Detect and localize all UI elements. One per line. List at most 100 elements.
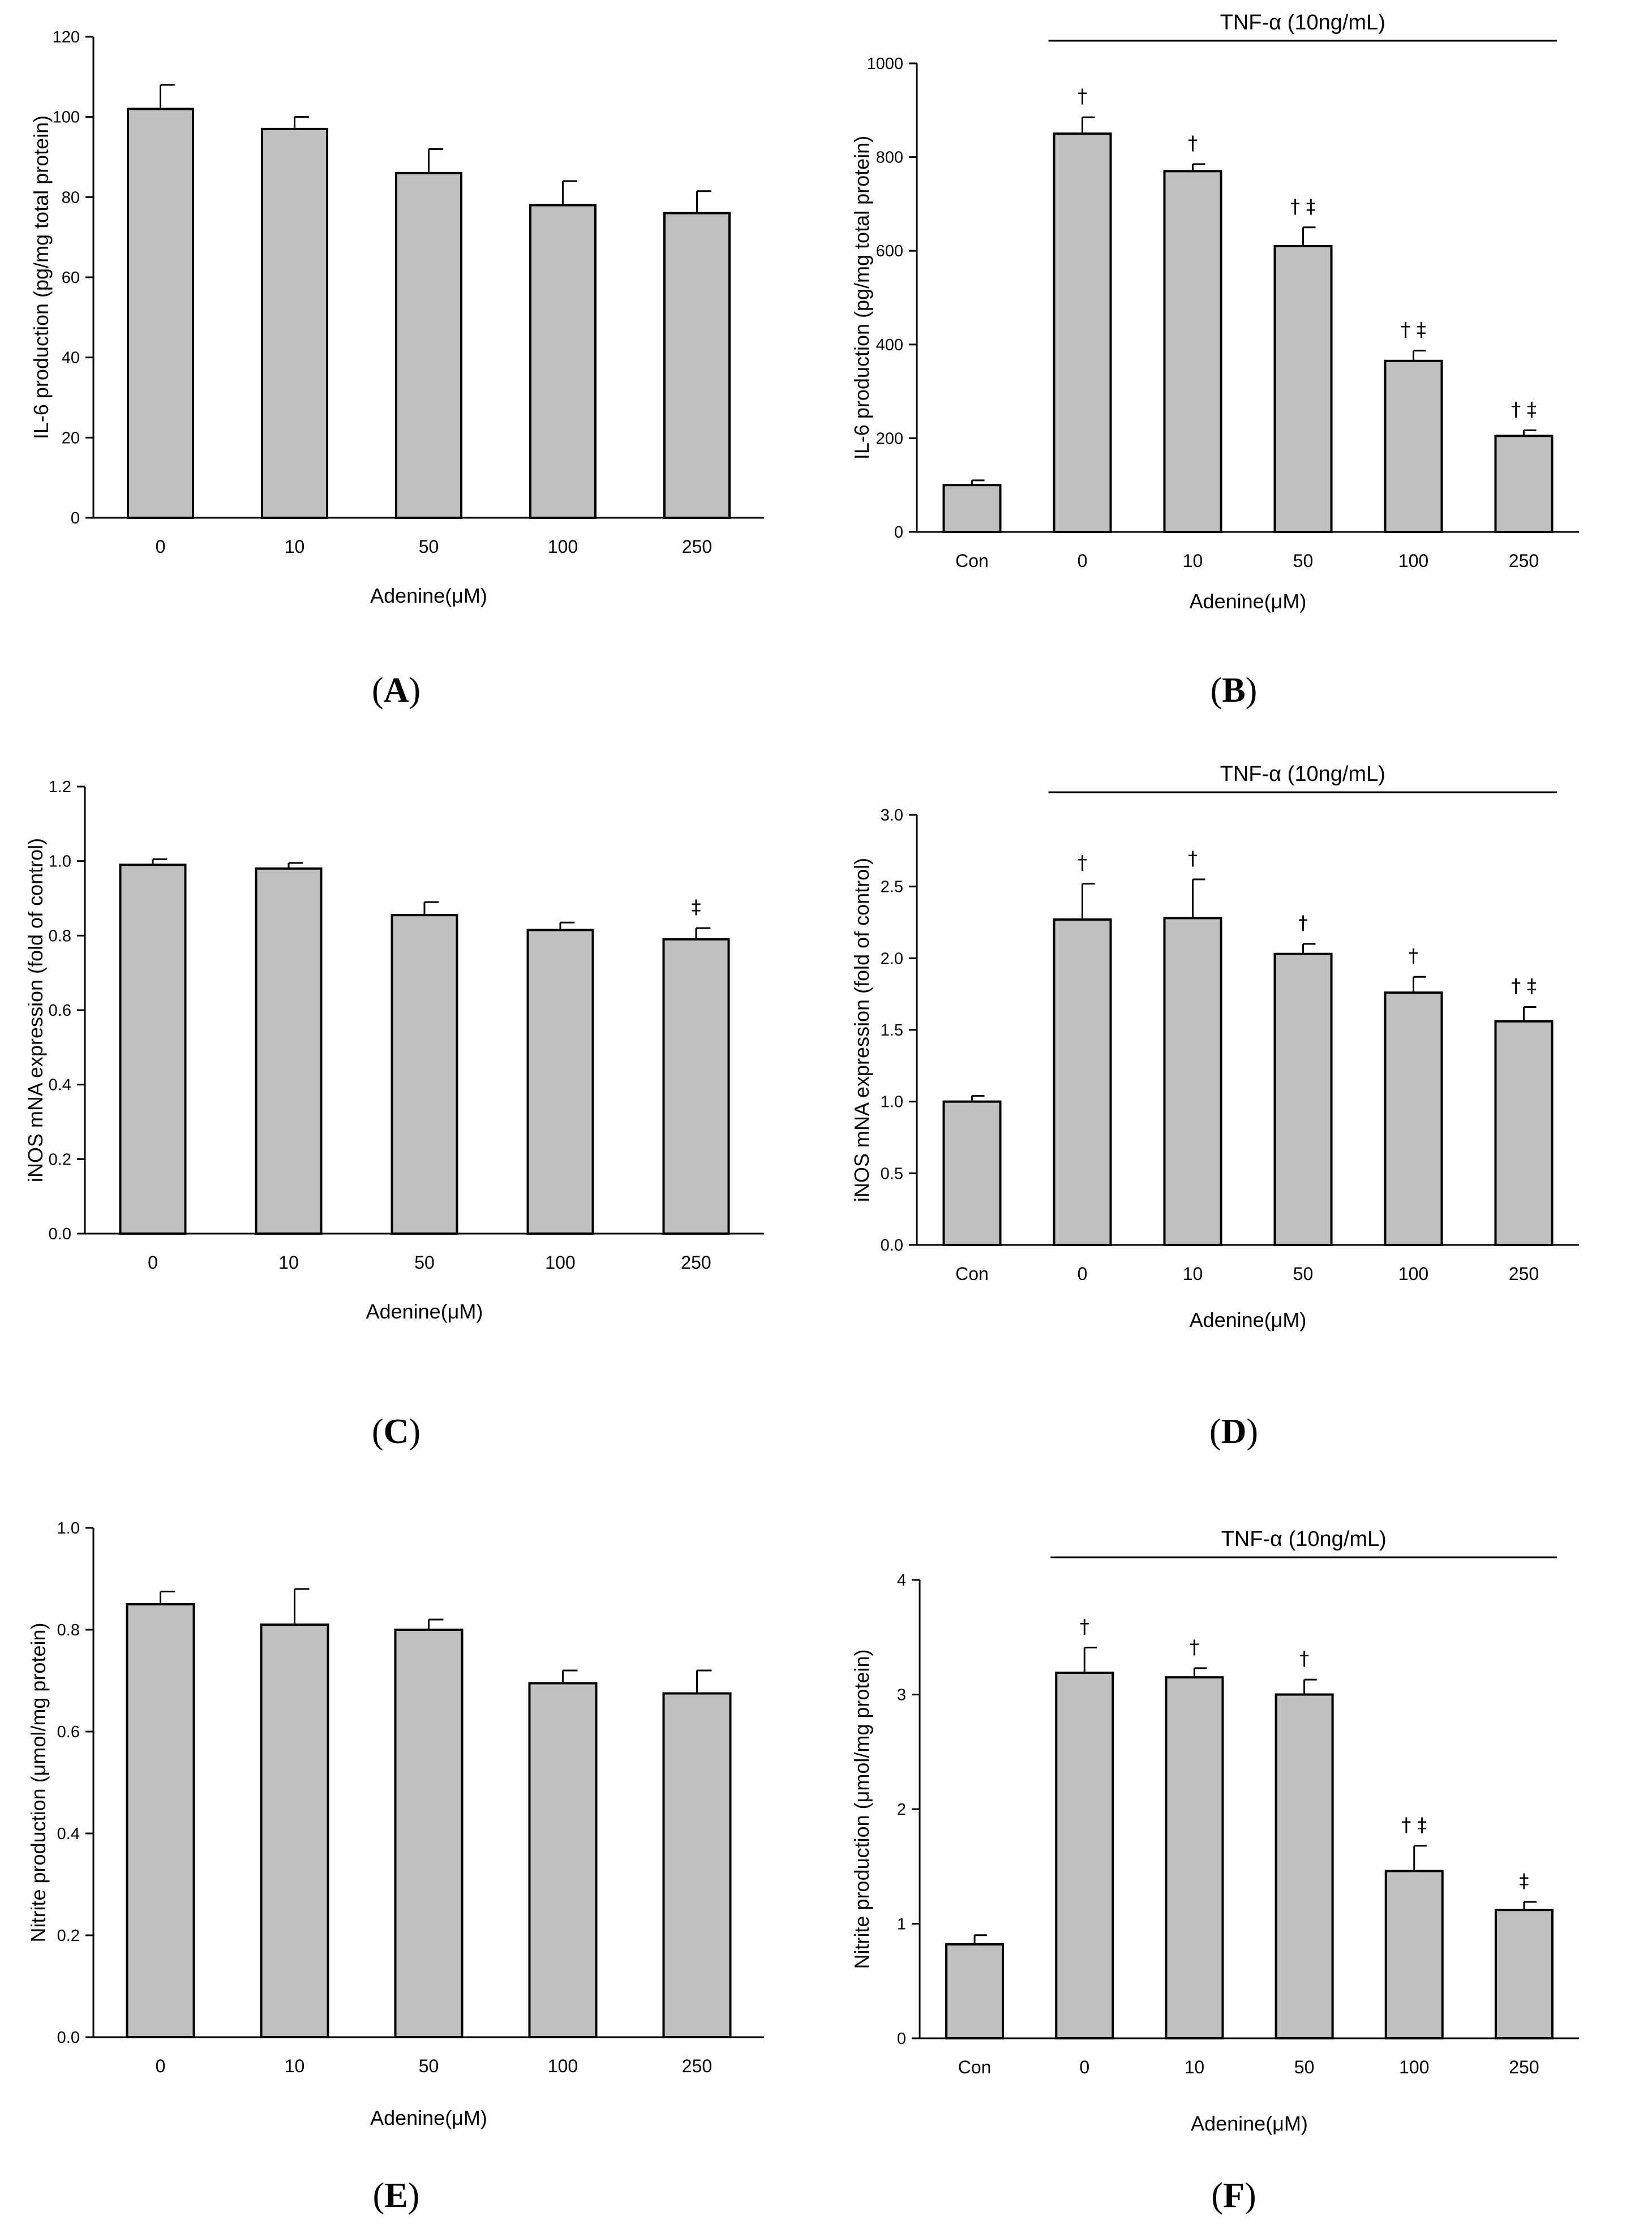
bar	[127, 108, 194, 519]
y-tick-label: 3.0	[881, 806, 903, 824]
x-tick-label: 0	[1078, 1264, 1088, 1284]
y-tick-label: 1000	[866, 55, 903, 73]
y-axis-label: Nitrite production (μmol/mg protein)	[850, 1650, 873, 1969]
x-tick-label: 100	[1399, 2057, 1429, 2077]
x-tick-label: 250	[682, 2056, 712, 2076]
bar	[529, 204, 597, 519]
y-tick-label: 2.0	[881, 950, 903, 968]
y-tick-label: 0.4	[57, 1825, 80, 1843]
bar	[1494, 1909, 1554, 2040]
bar	[1273, 244, 1333, 533]
x-tick-label: 50	[414, 1252, 435, 1273]
bar	[945, 1943, 1005, 2040]
chart-b: 0 200 400 600 800 1000 Con 0 † 10 † 50 † ‡ 100 † ‡ 250 †…	[850, 11, 1579, 710]
y-axis-label: IL-6 production (pg/mg total protein)	[850, 136, 873, 459]
x-tick-label: 100	[548, 536, 578, 557]
x-tick-label: 0	[148, 1252, 158, 1273]
significance-marker: † ‡	[1401, 1814, 1427, 1836]
bar	[261, 127, 328, 519]
x-tick-label: 10	[1183, 551, 1203, 571]
bar	[1163, 917, 1222, 1246]
y-axis-label: IL-6 production (pg/mg total protein)	[29, 115, 53, 439]
y-tick-label: 0.0	[57, 2029, 80, 2047]
y-tick-label: 0.0	[49, 1225, 71, 1243]
bar	[1165, 1676, 1224, 2039]
x-tick-label: 10	[278, 1252, 299, 1273]
chart-e: 0.0 0.2 0.4 0.6 0.8 1.0 0 10 50 100 250 Adenine(μM)…	[27, 1519, 764, 2215]
y-tick-label: 0	[897, 2030, 906, 2048]
bar	[1275, 1693, 1334, 2039]
y-axis-label: Nitrite production (μmol/mg protein)	[27, 1623, 50, 1943]
bar	[1494, 435, 1554, 534]
x-tick-label: Con	[958, 2057, 992, 2077]
x-tick-label: 250	[1509, 2057, 1539, 2077]
bar	[1384, 359, 1443, 534]
significance-marker: †	[1409, 944, 1418, 967]
bar	[394, 1629, 464, 2038]
bar	[391, 914, 458, 1235]
x-axis-label: Adenine(μM)	[1191, 2112, 1308, 2135]
bar	[126, 1603, 195, 2038]
panel-label-c: (C)	[372, 1412, 420, 1451]
y-tick-label: 600	[876, 242, 903, 260]
y-tick-label: 0.2	[57, 1927, 80, 1945]
bar	[942, 1100, 1002, 1247]
chart-f: 0 1 2 3 4 Con 0 † 10 † 50 † 100 † ‡ 250 ‡ Adenine(μM) Nit…	[850, 1527, 1579, 2215]
x-tick-label: Con	[955, 551, 989, 571]
y-tick-label: 1.0	[57, 1519, 80, 1537]
x-tick-label: 10	[285, 536, 305, 557]
chart-c: 0.0 0.2 0.4 0.6 0.8 1.0 1.2 0 10 50 100 250 ‡ Adenine…	[24, 778, 764, 1451]
y-tick-label: 2.5	[881, 878, 903, 896]
x-tick-label: 10	[1183, 1264, 1203, 1284]
x-tick-label: 250	[682, 536, 712, 557]
chart-d: 0.0 0.5 1.0 1.5 2.0 2.5 3.0 Con 0 † 10 † 50 † 100 † 250 †…	[850, 762, 1579, 1451]
y-tick-label: 0.4	[49, 1076, 71, 1094]
y-tick-label: 1.0	[881, 1093, 903, 1111]
x-tick-label: 100	[548, 2056, 578, 2076]
y-tick-label: 1.5	[881, 1021, 903, 1040]
bar	[1494, 1020, 1554, 1246]
significance-marker: †	[1188, 132, 1198, 154]
y-tick-label: 0	[894, 523, 903, 542]
y-tick-label: 0.6	[49, 1002, 71, 1020]
significance-marker: † ‡	[1401, 319, 1426, 341]
y-tick-label: 200	[876, 430, 903, 448]
chart-a: 0 20 40 60 80 100 120 0 10 50 100 250 Adenine(μM) IL-…	[29, 28, 764, 710]
y-tick-label: 0.8	[57, 1621, 80, 1639]
x-tick-label: 50	[419, 536, 439, 557]
significance-marker: † ‡	[1511, 398, 1537, 420]
x-tick-label: 10	[285, 2056, 305, 2076]
bar	[1384, 991, 1443, 1246]
x-tick-label: 50	[1293, 1264, 1314, 1284]
bar	[663, 212, 731, 519]
y-tick-label: 80	[62, 188, 80, 207]
y-tick-label: 0.5	[881, 1165, 903, 1183]
bar	[526, 929, 594, 1235]
y-tick-label: 1.0	[49, 853, 71, 871]
x-tick-label: 0	[156, 536, 166, 557]
bar	[1055, 1672, 1114, 2039]
x-tick-label: 100	[545, 1252, 575, 1273]
treatment-label: TNF-α (10ng/mL)	[1220, 11, 1385, 35]
x-axis-label: Adenine(μM)	[370, 584, 487, 607]
significance-marker: †	[1188, 847, 1198, 870]
bar	[528, 1682, 598, 2038]
significance-marker: †	[1298, 912, 1308, 934]
x-tick-label: Con	[955, 1264, 989, 1284]
significance-marker: †	[1080, 1615, 1089, 1638]
x-axis-label: Adenine(μM)	[366, 1300, 483, 1323]
y-tick-label: 0	[71, 509, 80, 527]
bar	[662, 938, 730, 1235]
panel-label-d: (D)	[1209, 1412, 1258, 1451]
bar	[1053, 132, 1112, 533]
bar	[1163, 170, 1222, 533]
y-tick-label: 0.6	[57, 1723, 80, 1741]
x-tick-label: 0	[1079, 2057, 1089, 2077]
significance-marker: ‡	[1519, 1870, 1529, 1892]
x-tick-label: 50	[1294, 2057, 1315, 2077]
x-tick-label: 0	[1078, 551, 1088, 571]
x-tick-label: 250	[1509, 551, 1539, 571]
y-tick-label: 800	[876, 149, 903, 167]
y-tick-label: 0.0	[881, 1236, 903, 1255]
x-axis-label: Adenine(μM)	[1190, 1308, 1307, 1332]
